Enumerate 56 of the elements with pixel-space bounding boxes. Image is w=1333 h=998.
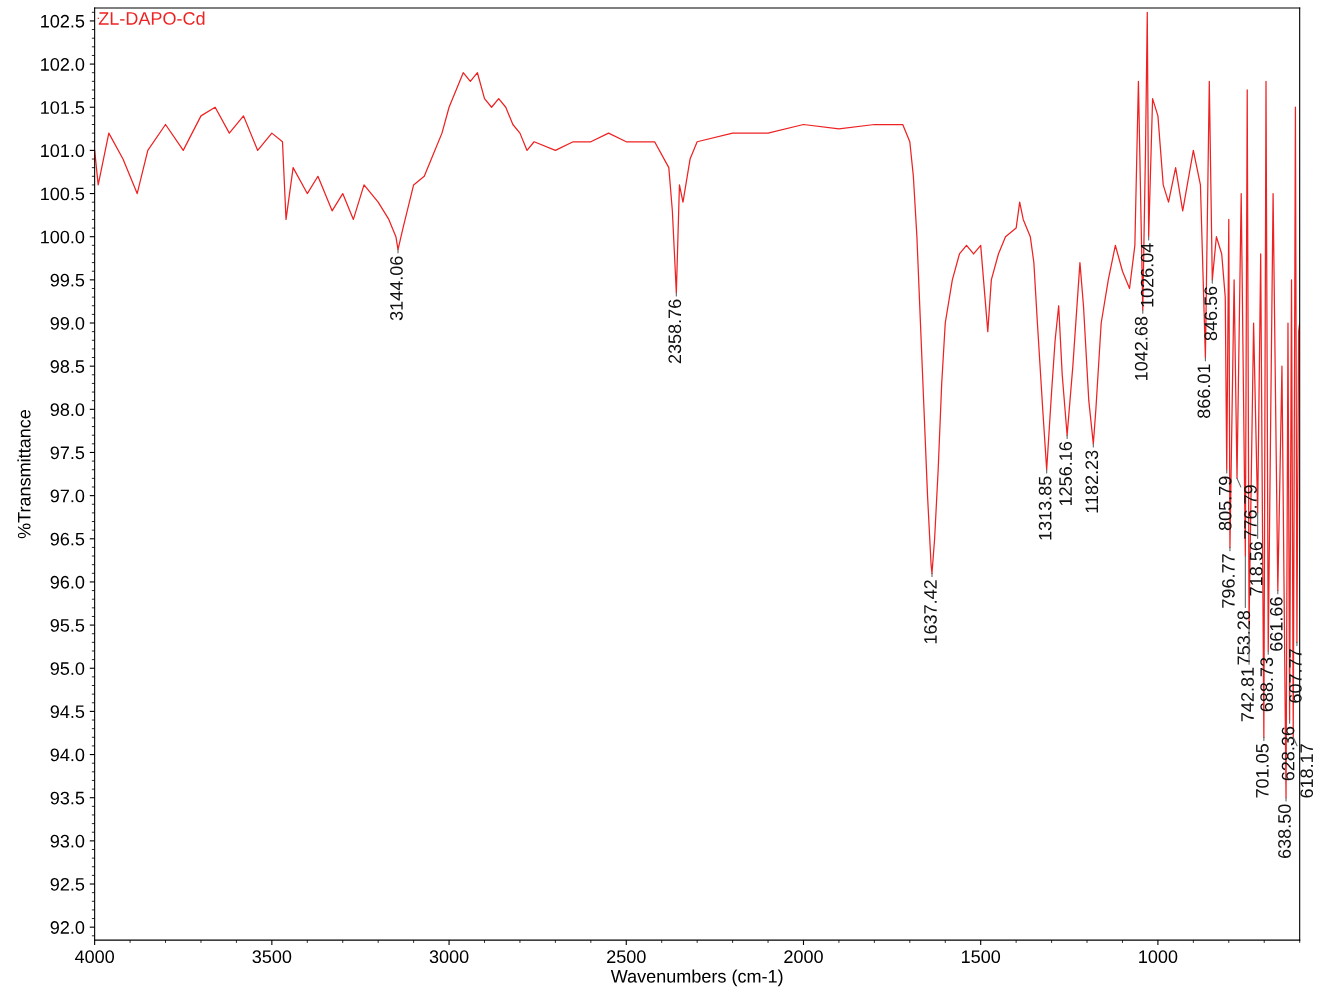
y-tick-label: 96.5 <box>50 532 85 546</box>
annotation: 628.36 <box>1281 726 1295 781</box>
y-tick-label: 95.0 <box>50 662 85 675</box>
y-tick-label: 99.0 <box>50 316 85 330</box>
annotation: 2358.76 <box>668 299 682 364</box>
annotation: 742.81 <box>1241 667 1254 722</box>
annotation: 1026.04 <box>1140 243 1154 307</box>
y-tick-label: 92.5 <box>50 877 85 891</box>
y-tick-label: 95.5 <box>50 619 85 632</box>
annotation: 701.05 <box>1255 744 1269 798</box>
annotation: 688.73 <box>1260 657 1274 712</box>
annotation: 776.79 <box>1244 485 1257 539</box>
x-axis-title: Wavenumbers (cm-1) <box>610 969 783 987</box>
annotation: 1182.23 <box>1085 450 1099 513</box>
y-tick-label: 98.0 <box>50 403 85 417</box>
y-tick-label: 99.5 <box>50 273 85 287</box>
y-tick-label: 101.5 <box>41 101 85 114</box>
y-tick-label: 97.0 <box>50 489 85 503</box>
x-tick-label: 1500 <box>961 950 1001 964</box>
y-tick-label: 100.0 <box>41 230 85 244</box>
y-tick-label: 94.0 <box>50 748 85 762</box>
annotation: 718.56 <box>1249 541 1263 596</box>
y-tick-label: 98.5 <box>50 360 85 373</box>
annotation: 753.28 <box>1237 610 1251 665</box>
annotation: 3144.06 <box>390 256 403 321</box>
y-tick-label: 101.0 <box>41 144 85 158</box>
y-tick-label: 94.5 <box>50 705 85 719</box>
annotation: 805.79 <box>1218 476 1232 531</box>
x-tick-label: 1000 <box>1139 950 1178 964</box>
annotation: 618.17 <box>1300 744 1314 798</box>
annotation: 866.01 <box>1197 364 1211 418</box>
y-tick-label: 100.5 <box>41 187 85 201</box>
y-tick-label: 93.0 <box>50 834 85 848</box>
y-tick-label: 97.5 <box>50 446 85 460</box>
y-tick-label: 102.0 <box>41 58 85 71</box>
legend-label: ZL-DAPO-Cd <box>98 11 205 25</box>
annotation: 607.77 <box>1288 649 1302 703</box>
annotation: 1637.42 <box>924 580 937 644</box>
y-tick-label: 93.5 <box>50 791 85 805</box>
x-tick-label: 3000 <box>429 950 469 964</box>
annotation: 796.77 <box>1222 554 1235 608</box>
annotation: 1313.85 <box>1038 476 1052 540</box>
x-tick-label: 4000 <box>74 950 115 964</box>
y-axis-title: %Transmittance <box>17 409 31 539</box>
y-tick-label: 102.5 <box>41 14 85 28</box>
annotation: 1256.16 <box>1059 442 1072 506</box>
annotation: 638.50 <box>1278 804 1291 859</box>
annotation: 846.56 <box>1204 286 1218 341</box>
y-tick-label: 96.0 <box>50 575 85 589</box>
x-tick-label: 3500 <box>252 950 292 964</box>
y-tick-label: 92.0 <box>50 921 85 934</box>
x-tick-label: 2000 <box>784 950 823 964</box>
line-series <box>94 11 1300 799</box>
annotation: 1042.68 <box>1134 316 1148 380</box>
annotation: 661.66 <box>1269 597 1283 651</box>
x-tick-label: 2500 <box>607 950 646 964</box>
